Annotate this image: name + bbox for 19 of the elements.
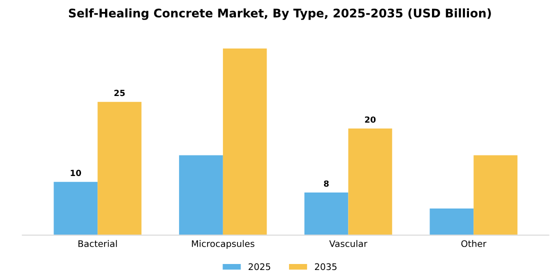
chart-title: Self-Healing Concrete Market, By Type, 2025-2035 (USD Billion) bbox=[68, 8, 491, 20]
x-tick-label: Other bbox=[461, 240, 486, 248]
bar bbox=[98, 102, 142, 236]
bar bbox=[304, 192, 348, 236]
data-label: 8 bbox=[324, 180, 329, 187]
bar bbox=[474, 155, 518, 236]
legend-label: 2035 bbox=[314, 263, 336, 270]
bar bbox=[430, 208, 474, 236]
bar bbox=[54, 182, 98, 236]
x-tick-label: Vascular bbox=[329, 240, 368, 248]
legend-label: 2025 bbox=[248, 263, 270, 270]
data-label: 10 bbox=[70, 170, 82, 176]
data-label: 25 bbox=[114, 90, 125, 96]
x-tick-label: Microcapsules bbox=[192, 240, 254, 249]
bar bbox=[348, 128, 392, 236]
data-label: 20 bbox=[365, 116, 376, 123]
bar bbox=[222, 48, 267, 236]
bar bbox=[179, 155, 223, 236]
x-tick-label: Bacterial bbox=[78, 240, 117, 248]
